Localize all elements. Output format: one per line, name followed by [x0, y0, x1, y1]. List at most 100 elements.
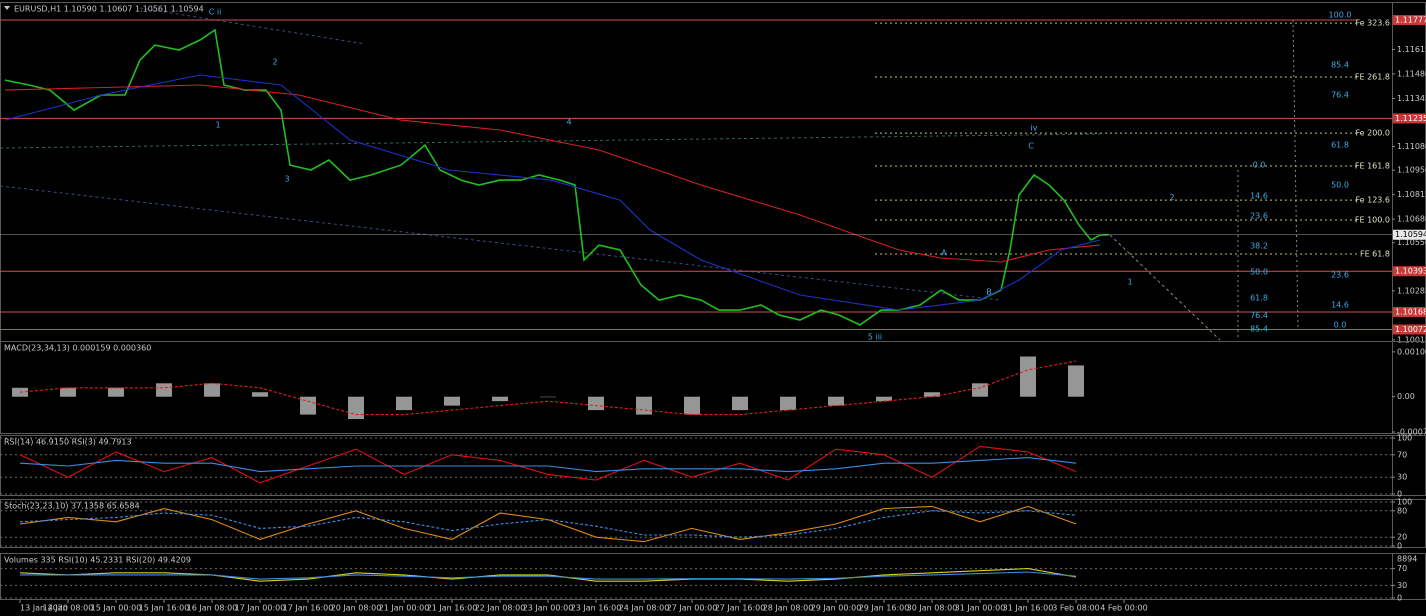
x-tick-label: 17 Jan 16:00 [283, 604, 334, 613]
price-level-label: 1.10168 [1395, 308, 1426, 317]
annotation: 0.0 [1334, 320, 1347, 329]
annotation: 76.4 [1250, 311, 1268, 320]
panel-title: Stoch(23,23,10) 37.1358 65.6584 [4, 502, 140, 511]
y-tick-label: 30 [1397, 581, 1407, 590]
annotation: 2 [272, 57, 277, 66]
x-tick-label: 13 Jan 2020 [20, 604, 68, 613]
price-level-box [1393, 266, 1426, 277]
series-line [4, 84, 1101, 263]
fib-label-box [1358, 160, 1392, 171]
x-tick-label: 31 Jan 00:00 [955, 604, 1006, 613]
annotation: 61.8 [1331, 141, 1349, 150]
series-line [20, 571, 1077, 580]
histogram-bar [492, 396, 509, 402]
histogram-bar [204, 383, 221, 397]
y-tick-label: 1.10680 [1397, 215, 1426, 224]
x-tick-label: 14 Jan 08:00 [43, 604, 94, 613]
histogram-bar [924, 392, 941, 397]
x-tick-label: 27 Jan 00:00 [667, 604, 718, 613]
y-tick-label: 0 [1397, 490, 1402, 499]
y-tick-label: 1.10285 [1397, 286, 1426, 295]
annotation: 61.8 [1250, 294, 1268, 303]
annotation: 5 iii [868, 333, 882, 342]
series-line [4, 28, 1110, 326]
x-tick-label: 29 Jan 00:00 [811, 604, 862, 613]
y-tick-label: 70 [1397, 450, 1407, 459]
annotation: 38.2 [1250, 241, 1268, 250]
histogram-bar [348, 396, 365, 420]
menu-arrow[interactable] [4, 6, 10, 10]
y-tick-label: -0.00079 [1397, 428, 1426, 437]
annotation: 76.4 [1331, 91, 1349, 100]
price-level-box [1393, 113, 1426, 124]
y-tick-label: 100 [1397, 434, 1412, 443]
histogram-bar [1020, 356, 1037, 397]
fib-label: FE 161.8 [1355, 161, 1390, 170]
histogram-bar [636, 396, 653, 415]
fib-label-box [1358, 215, 1392, 226]
fib-label: FE 261.8 [1355, 73, 1390, 82]
y-tick-label: 0 [1397, 542, 1402, 551]
x-tick-label: 17 Jan 00:00 [235, 604, 286, 613]
fib-label-box [1358, 72, 1392, 83]
y-tick-label: 1.10950 [1397, 166, 1426, 175]
x-tick-label: 29 Jan 16:00 [859, 604, 910, 613]
trend-line [1109, 234, 1221, 341]
trend-line [0, 185, 1001, 301]
x-tick-label: 23 Jan 16:00 [571, 604, 622, 613]
y-tick-label: 1.11480 [1397, 69, 1426, 78]
y-tick-label: 80 [1397, 506, 1407, 515]
x-tick-label: 24 Jan 08:00 [619, 604, 670, 613]
fib-label: FE 100.0 [1355, 216, 1390, 225]
annotation: 1 [1127, 278, 1132, 287]
x-tick-label: 21 Jan 00:00 [379, 604, 430, 613]
x-tick-label: 22 Jan 08:00 [475, 604, 526, 613]
x-tick-label: 15 Jan 16:00 [139, 604, 190, 613]
x-tick-label: 28 Jan 08:00 [763, 604, 814, 613]
series-line [19, 568, 1077, 582]
x-tick-label: 23 Jan 00:00 [523, 604, 574, 613]
last-price-label: 1.10594 [1395, 230, 1426, 239]
annotation: 85.4 [1331, 61, 1349, 70]
fib-label-box [1358, 128, 1392, 139]
histogram-bar [156, 383, 173, 397]
price-level-label: 1.11777 [1395, 16, 1426, 25]
y-tick-label: 70 [1397, 564, 1407, 573]
histogram-bar [396, 396, 413, 411]
series-line [19, 505, 1077, 543]
histogram-bar [540, 396, 557, 398]
panel-title: Volumes 335 RSI(10) 45.2331 RSI(20) 49.4… [4, 556, 191, 565]
trend-line [0, 133, 1101, 149]
price-level-box [1393, 307, 1426, 318]
fib-label-box [1358, 248, 1392, 259]
panel-frame [0, 435, 1393, 496]
y-tick-label: 1.11345 [1397, 94, 1426, 103]
annotation: 23.6 [1331, 271, 1349, 280]
histogram-bar [780, 396, 797, 411]
last-price-box [1393, 229, 1426, 240]
fib-label-box [1358, 195, 1392, 206]
x-tick-label: 21 Jan 16:00 [427, 604, 478, 613]
fib-label: Fe 323.6 [1355, 19, 1390, 28]
price-level-label: 1.10072 [1395, 325, 1426, 334]
histogram-bar [732, 396, 749, 411]
x-tick-label: 16 Jan 08:00 [187, 604, 238, 613]
x-tick-label: 30 Jan 08:00 [907, 604, 958, 613]
histogram-bar [444, 396, 461, 406]
annotation: iv [1031, 124, 1038, 133]
panel-title: EURUSD,H1 1.10590 1.10607 1.10561 1.1059… [14, 5, 204, 14]
series-line [19, 360, 1077, 416]
histogram-bar [108, 387, 125, 397]
price-level-box [1393, 15, 1426, 26]
histogram-bar [684, 396, 701, 415]
y-tick-label: 0 [1397, 594, 1402, 603]
x-tick-label: 27 Jan 16:00 [715, 604, 766, 613]
annotation: 0.0 [1253, 161, 1266, 170]
y-tick-label: 1.10815 [1397, 190, 1426, 199]
y-tick-label: 1.11615 [1397, 45, 1426, 54]
x-tick-label: 20 Jan 08:00 [331, 604, 382, 613]
annotation: 100.0 [1329, 10, 1352, 19]
histogram-bar [972, 383, 989, 397]
panel-frame [0, 499, 1393, 548]
